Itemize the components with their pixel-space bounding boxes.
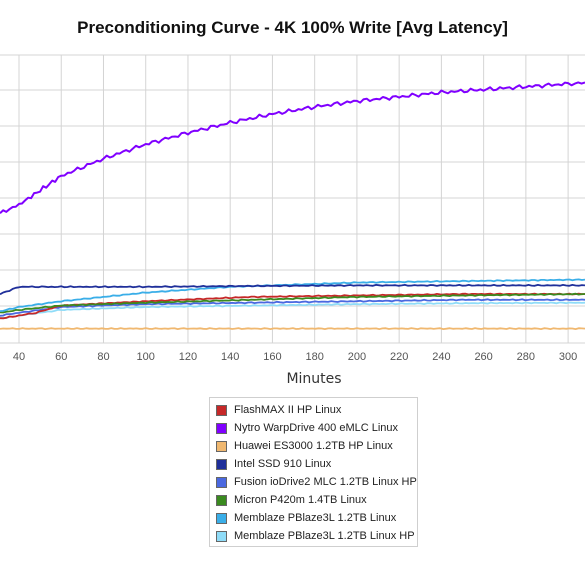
legend-label: Huawei ES3000 1.2TB HP Linux xyxy=(234,440,393,452)
legend-label: Intel SSD 910 Linux xyxy=(234,458,332,470)
legend-swatch xyxy=(216,458,227,470)
plot-area: 40 60 80 100 120 140 160 180 200 220 240 260 280 300 … xyxy=(0,54,585,387)
series-line-3 xyxy=(0,283,585,296)
x-axis-label: Minutes xyxy=(286,371,341,387)
x-tick-label: 240 xyxy=(432,351,450,363)
legend-label: Nytro WarpDrive 400 eMLC Linux xyxy=(234,422,399,434)
legend-label: Memblaze PBlaze3L 1.2TB Linux HP xyxy=(234,530,415,542)
x-tick-label: 100 xyxy=(137,351,155,363)
legend-item[interactable]: Memblaze PBlaze3L 1.2TB Linux xyxy=(216,509,417,527)
x-tick-label: 120 xyxy=(179,351,197,363)
x-tick-label: 80 xyxy=(97,351,109,363)
x-tick-label: 40 xyxy=(13,351,25,363)
legend-swatch xyxy=(216,530,227,542)
legend-label: FlashMAX II HP Linux xyxy=(234,404,342,416)
legend-item[interactable]: Memblaze PBlaze3L 1.2TB Linux HP xyxy=(216,527,417,545)
x-tick-label: 60 xyxy=(55,351,67,363)
series-lines xyxy=(0,81,585,331)
series-line-5 xyxy=(0,292,585,314)
legend-label: Memblaze PBlaze3L 1.2TB Linux xyxy=(234,512,397,524)
x-tick-label: 300 xyxy=(559,351,577,363)
series-line-4 xyxy=(0,298,585,317)
legend-swatch xyxy=(216,476,227,488)
series-line-2 xyxy=(0,327,585,331)
legend: FlashMAX II HP Linux Nytro WarpDrive 400 … xyxy=(209,397,418,547)
legend-item[interactable]: Fusion ioDrive2 MLC 1.2TB Linux HP xyxy=(216,473,417,491)
series-line-6 xyxy=(0,278,585,312)
legend-swatch xyxy=(216,494,227,506)
legend-item[interactable]: Intel SSD 910 Linux xyxy=(216,455,417,473)
legend-item[interactable]: Huawei ES3000 1.2TB HP Linux xyxy=(216,437,417,455)
legend-item[interactable]: FlashMAX II HP Linux xyxy=(216,401,417,419)
x-tick-label: 260 xyxy=(474,351,492,363)
x-tick-label: 180 xyxy=(305,351,323,363)
legend-swatch xyxy=(216,440,227,452)
x-tick-label: 220 xyxy=(390,351,408,363)
x-tick-label: 160 xyxy=(263,351,281,363)
legend-swatch xyxy=(216,422,227,434)
series-line-7 xyxy=(0,301,585,320)
x-tick-label: 280 xyxy=(517,351,535,363)
legend-label: Fusion ioDrive2 MLC 1.2TB Linux HP xyxy=(234,476,417,488)
x-tick-labels: 40 60 80 100 120 140 160 180 200 220 240 260 280 300 xyxy=(13,351,577,363)
legend-swatch xyxy=(216,512,227,524)
legend-swatch xyxy=(216,404,227,416)
series-line-1 xyxy=(0,81,585,214)
legend-item[interactable]: Nytro WarpDrive 400 eMLC Linux xyxy=(216,419,417,437)
chart-title: Preconditioning Curve - 4K 100% Write [A… xyxy=(77,18,508,37)
legend-label: Micron P420m 1.4TB Linux xyxy=(234,494,367,506)
x-tick-label: 140 xyxy=(221,351,239,363)
x-tick-label: 200 xyxy=(348,351,366,363)
legend-item[interactable]: Micron P420m 1.4TB Linux xyxy=(216,491,417,509)
